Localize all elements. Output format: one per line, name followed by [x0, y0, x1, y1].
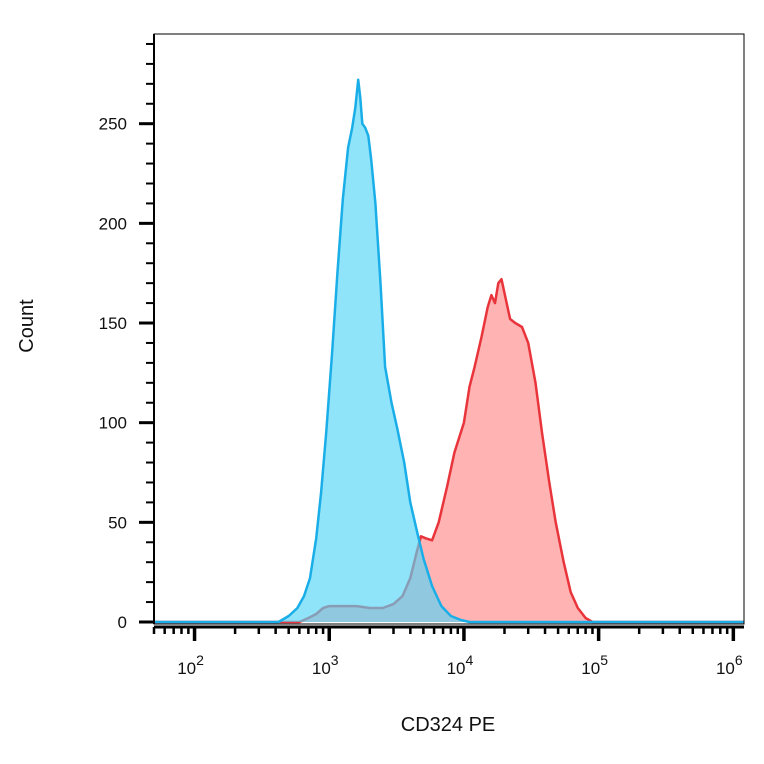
y-tick-label: 100 — [99, 414, 127, 433]
x-tick-label: 105 — [581, 652, 608, 678]
y-tick-label: 250 — [99, 115, 127, 134]
x-axis-title: CD324 PE — [401, 714, 496, 736]
x-tick-label: 104 — [447, 652, 474, 678]
y-tick-label: 50 — [108, 513, 127, 532]
y-tick-label: 0 — [118, 613, 127, 632]
plot-marks — [154, 78, 744, 624]
x-tick-label: 106 — [716, 652, 743, 678]
series-1-area — [154, 279, 744, 622]
series-2-line — [154, 78, 744, 624]
x-tick-label: 102 — [177, 652, 204, 678]
y-axis-title: Count — [16, 299, 38, 353]
y-tick-label: 200 — [99, 214, 127, 233]
y-tick-label: 150 — [99, 314, 127, 333]
x-tick-label: 103 — [312, 652, 339, 678]
axes: 102 103 104 105 106 0 50 100 150 200 250 — [99, 34, 744, 678]
